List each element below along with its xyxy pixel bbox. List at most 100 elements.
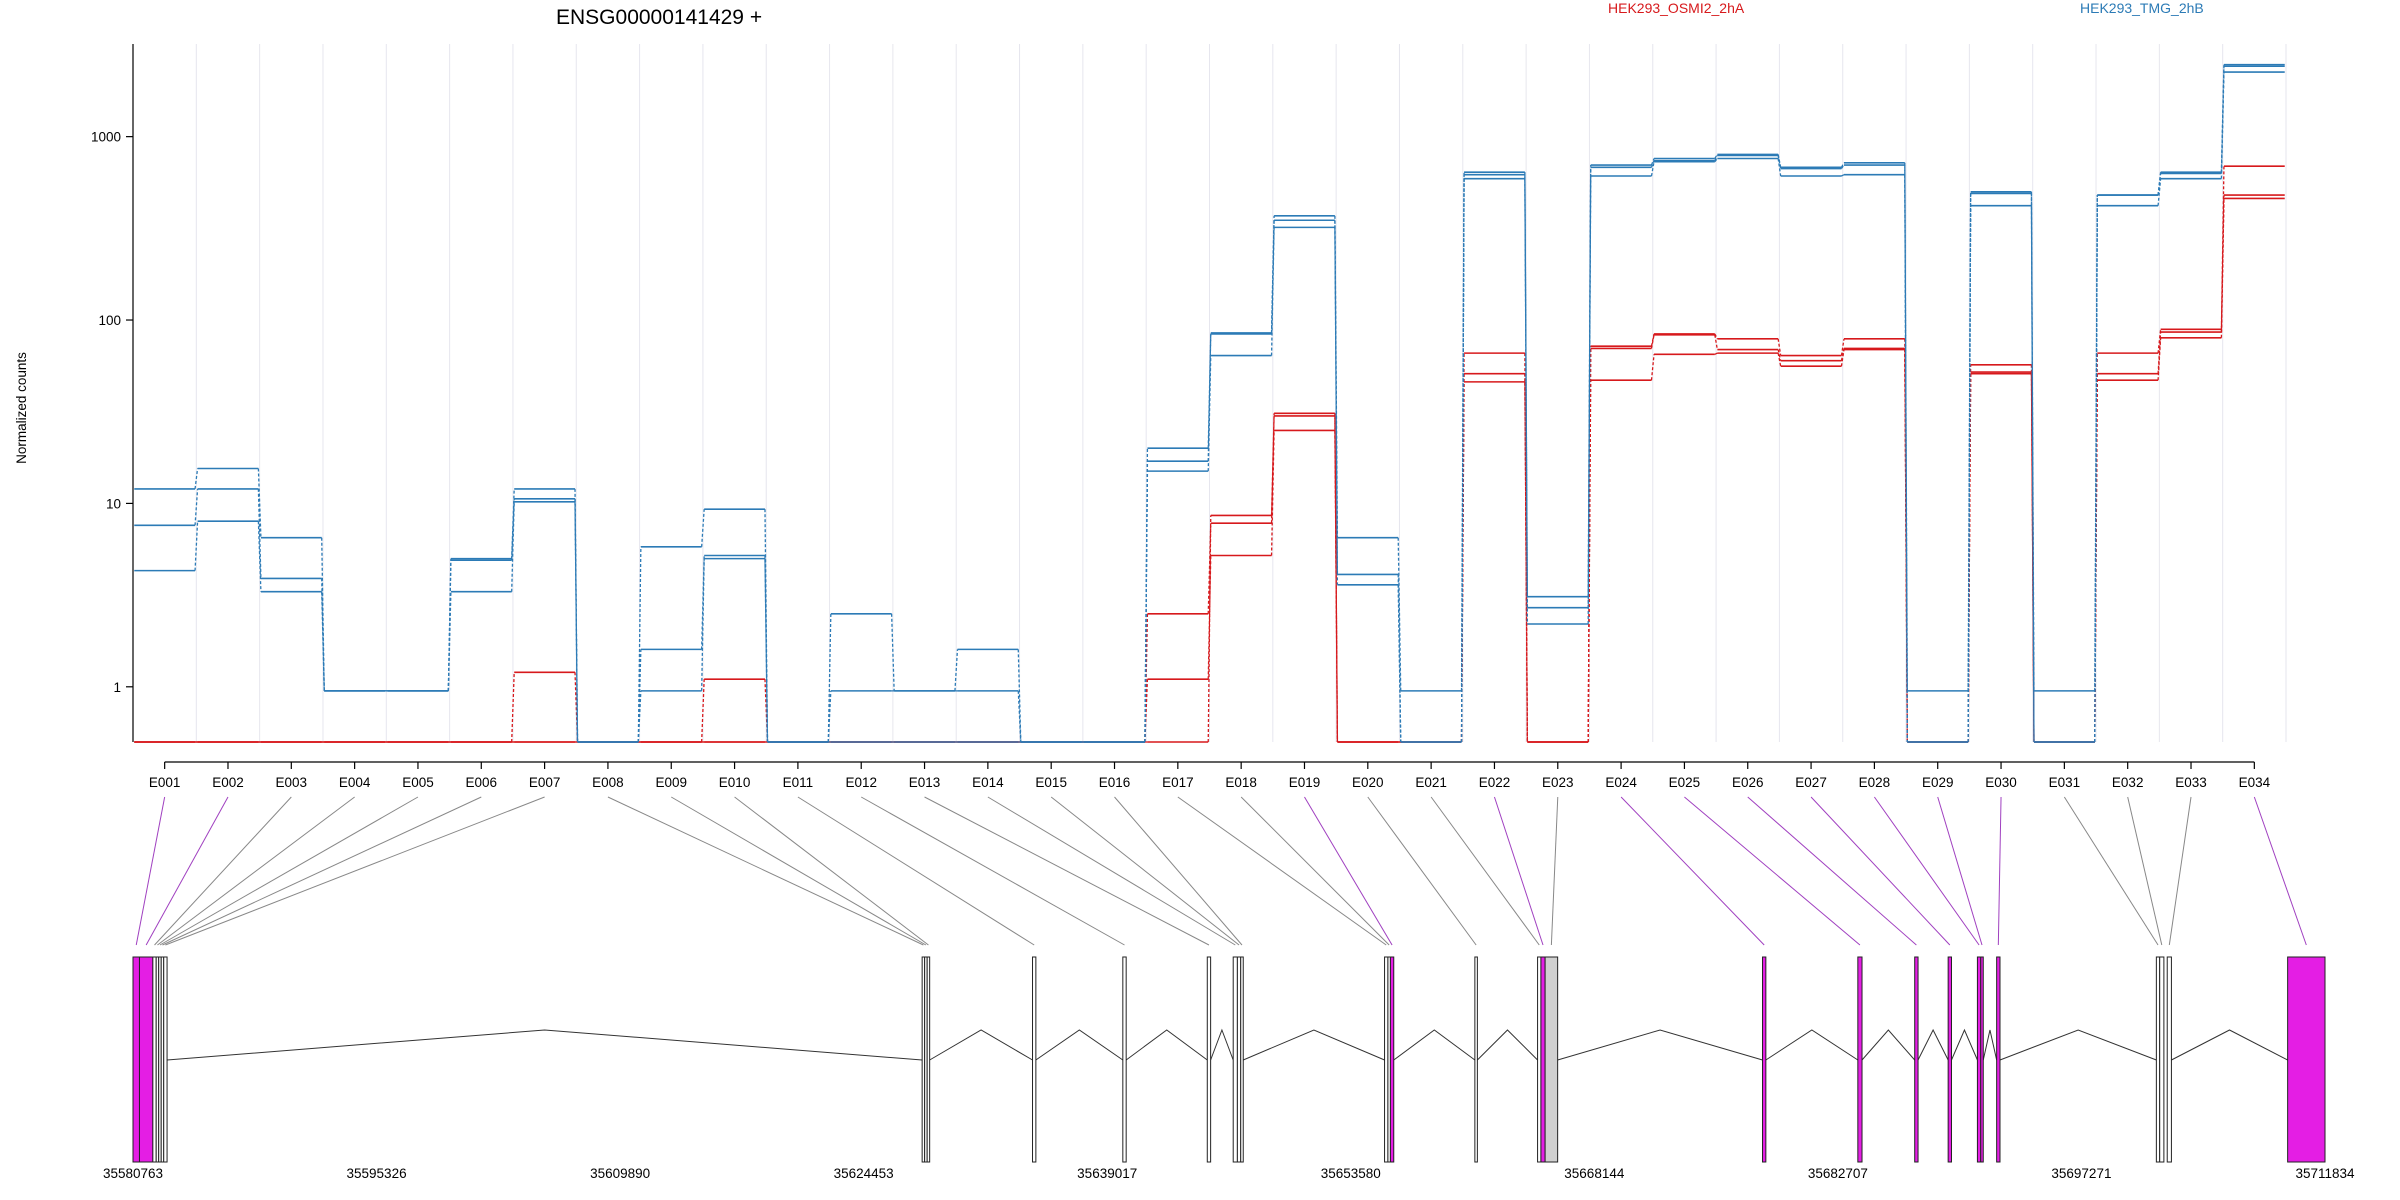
x-tick-label: E026 xyxy=(1732,775,1764,790)
series-connector xyxy=(1840,338,1845,356)
exon-connector xyxy=(924,796,1210,946)
intron xyxy=(1477,1029,1538,1061)
exon-connector xyxy=(2253,796,2307,946)
x-tick-label: E009 xyxy=(655,775,687,790)
series-connector xyxy=(1334,215,1339,538)
chart-title: ENSG00000141429 + xyxy=(556,6,762,29)
series-connector xyxy=(1207,555,1212,680)
series-connector xyxy=(1397,537,1402,691)
x-tick-label: E028 xyxy=(1859,775,1891,790)
coordinate-label: 35639017 xyxy=(1077,1166,1137,1181)
series-connector xyxy=(447,558,452,691)
intron xyxy=(1982,1029,1998,1061)
series-connector xyxy=(1270,215,1275,333)
exon-connector xyxy=(157,796,355,946)
intron xyxy=(1557,1029,1763,1061)
series-connector xyxy=(1270,413,1275,516)
exon-box xyxy=(1384,956,1389,1163)
exon-connector xyxy=(165,796,545,946)
intron xyxy=(1393,1029,1476,1061)
series-connector xyxy=(1714,158,1718,163)
exon-box xyxy=(926,956,931,1163)
series-connector xyxy=(1650,158,1655,166)
x-tick-label: E002 xyxy=(212,775,244,790)
exon-box xyxy=(163,956,168,1163)
series-connector xyxy=(1144,448,1149,743)
exon-box xyxy=(1996,956,2001,1163)
series-connector xyxy=(2030,193,2035,743)
series-connector xyxy=(1524,381,1529,743)
series-connector xyxy=(1777,338,1782,356)
exon-connector xyxy=(154,796,292,946)
series-connector xyxy=(1650,160,1655,168)
x-tick-label: E034 xyxy=(2239,775,2271,790)
intron xyxy=(2171,1029,2288,1061)
series-connector xyxy=(1840,348,1845,361)
x-tick-label: E025 xyxy=(1669,775,1701,790)
series-connector xyxy=(1714,154,1718,159)
exon-connector xyxy=(670,796,927,946)
x-tick-label: E021 xyxy=(1415,775,1447,790)
series-connector xyxy=(1017,649,1022,743)
coordinate-label: 35697271 xyxy=(2051,1166,2111,1181)
exon-box xyxy=(1537,956,1542,1163)
exon-connector xyxy=(1997,796,2002,946)
series-connector xyxy=(2157,172,2162,196)
x-tick-label: E005 xyxy=(402,775,434,790)
series-connector xyxy=(1650,354,1655,381)
series-connector xyxy=(1777,349,1782,361)
exon-box xyxy=(1914,956,1919,1163)
series-6 xyxy=(134,63,2285,743)
exon-box xyxy=(152,956,157,1163)
coordinate-label: 35711834 xyxy=(2295,1166,2355,1181)
exon-box xyxy=(1540,956,1546,1163)
x-tick-label: E033 xyxy=(2175,775,2207,790)
intron xyxy=(1861,1029,1916,1061)
intron xyxy=(929,1029,1033,1061)
series-connector xyxy=(700,555,705,650)
x-tick-label: E019 xyxy=(1289,775,1321,790)
exon-connector xyxy=(1304,796,1393,946)
exon-box xyxy=(1236,956,1242,1163)
exon-box xyxy=(132,956,140,1163)
plot-area: 1 10 100 1000 E001 E002 E003 E004 E005 E006 E007 E0… xyxy=(91,44,2287,790)
series-connector xyxy=(574,672,579,743)
exon-box xyxy=(1947,956,1952,1163)
series-connector xyxy=(511,488,515,559)
exon-box xyxy=(1544,956,1559,1163)
intron xyxy=(1917,1028,1949,1061)
exon-connector xyxy=(1177,796,1387,946)
x-tick-label: E018 xyxy=(1225,775,1257,790)
series-connector xyxy=(1714,333,1718,340)
x-tick-label: E011 xyxy=(783,775,814,790)
y-tick-label: 10 xyxy=(106,496,121,511)
series-connector xyxy=(2220,64,2225,173)
intron xyxy=(1125,1029,1208,1061)
series-connector xyxy=(1334,415,1339,743)
exon-connector xyxy=(734,796,929,946)
series-connector xyxy=(194,521,199,571)
series-connector xyxy=(1840,162,1845,168)
exon-connector xyxy=(159,796,419,946)
exon-box xyxy=(1980,956,1984,1163)
series-connector xyxy=(890,613,895,691)
exon-box xyxy=(1122,956,1127,1163)
legend-tmg: HEK293_TMG_2hB xyxy=(2080,0,2204,16)
exon-box xyxy=(1976,956,1982,1163)
exon-connector xyxy=(1367,796,1477,946)
exon-connector xyxy=(860,796,1125,946)
intron xyxy=(1210,1028,1234,1061)
x-tick-label: E023 xyxy=(1542,775,1574,790)
series-connector xyxy=(1207,333,1212,462)
series-connector xyxy=(511,498,515,561)
x-tick-label: E017 xyxy=(1162,775,1194,790)
exon-box xyxy=(1857,956,1863,1163)
x-tick-label: E013 xyxy=(909,775,941,790)
exon-connector xyxy=(1493,796,1544,946)
exon-connector xyxy=(1430,796,1540,946)
series-connector xyxy=(2220,166,2225,330)
exon-connector xyxy=(135,796,166,946)
series-connector xyxy=(1714,155,1718,161)
exon-connector xyxy=(1240,796,1390,946)
series-connector xyxy=(2030,372,2035,743)
